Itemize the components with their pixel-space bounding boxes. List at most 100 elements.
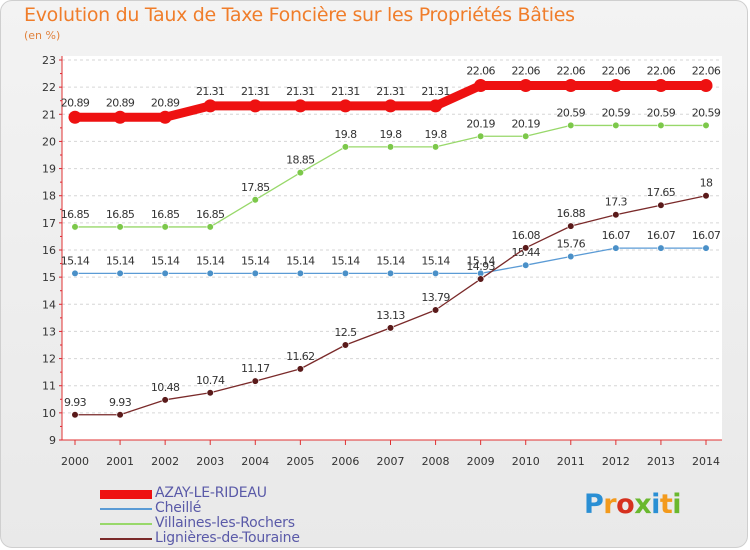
legend-label: AZAY-LE-RIDEAU: [155, 485, 267, 501]
data-point: [338, 99, 352, 113]
data-label: 21.31: [241, 85, 270, 98]
data-label: 22.06: [692, 65, 721, 78]
data-point: [71, 223, 79, 231]
data-point: [699, 79, 713, 93]
data-label: 15.76: [557, 238, 586, 251]
data-label: 21.31: [376, 85, 405, 98]
data-label: 16.85: [61, 208, 90, 221]
data-label: 10.74: [196, 374, 225, 387]
data-point: [522, 261, 530, 269]
data-point: [386, 324, 395, 332]
data-point: [161, 269, 169, 277]
data-label: 15.14: [421, 254, 450, 267]
data-point: [564, 79, 578, 93]
data-point: [474, 79, 488, 93]
data-point: [293, 99, 307, 113]
data-label: 15.14: [466, 254, 495, 267]
data-label: 16.85: [106, 208, 135, 221]
series-azay-le-rideau: 20.89 20.89 20.89 21.31 21.31 21.31 21.31 21.31…: [61, 65, 721, 124]
x-tick-label: 2001: [106, 455, 134, 468]
data-label: 15.14: [106, 254, 135, 267]
data-label: 15.14: [331, 254, 360, 267]
data-point: [296, 365, 304, 373]
data-point: [161, 223, 169, 231]
data-label: 21.31: [331, 85, 360, 98]
x-tick-label: 2007: [377, 455, 405, 468]
data-label: 11.62: [286, 350, 315, 363]
data-point: [657, 201, 665, 209]
y-tick-label: 11: [42, 380, 56, 393]
data-label: 15.44: [511, 246, 540, 259]
data-label: 22.06: [557, 65, 586, 78]
data-label: 18.85: [286, 154, 315, 167]
data-point: [654, 79, 668, 93]
data-label: 17.65: [647, 186, 676, 199]
data-label: 16.85: [151, 208, 180, 221]
data-point: [609, 79, 623, 93]
data-point: [522, 132, 530, 140]
data-point: [248, 99, 262, 113]
data-label: 22.06: [466, 65, 495, 78]
data-label: 20.89: [61, 96, 90, 109]
data-point: [612, 211, 620, 219]
data-point: [206, 223, 214, 231]
y-tick-label: 23: [42, 54, 56, 67]
logo-letter: r: [603, 489, 617, 520]
y-tick-label: 14: [42, 298, 56, 311]
legend-label: Lignières-de-Touraine: [155, 530, 300, 546]
data-point: [251, 196, 259, 204]
data-label: 10.48: [151, 381, 180, 394]
data-label: 21.31: [421, 85, 450, 98]
data-point: [431, 269, 440, 277]
x-tick-label: 2005: [286, 455, 314, 468]
data-label: 13.13: [376, 309, 405, 322]
y-tick-label: 21: [42, 108, 56, 121]
data-point: [386, 269, 395, 277]
y-tick-label: 22: [42, 81, 56, 94]
x-tick-label: 2012: [602, 455, 630, 468]
data-point: [161, 396, 169, 404]
data-label: 9.93: [64, 396, 87, 409]
data-point: [429, 99, 443, 113]
legend-label: Cheillé: [155, 500, 202, 516]
data-label: 20.59: [557, 106, 586, 119]
data-point: [477, 275, 485, 283]
data-point: [612, 121, 620, 130]
y-tick-label: 20: [42, 135, 56, 148]
y-tick-label: 12: [42, 353, 56, 366]
data-point: [203, 99, 217, 113]
data-label: 16.88: [557, 207, 586, 220]
legend-swatch: [100, 508, 152, 510]
data-label: 12.5: [334, 326, 357, 339]
logo-letter: t: [659, 489, 673, 520]
data-point: [116, 223, 124, 231]
x-tick-label: 2014: [692, 455, 720, 468]
data-label: 22.06: [647, 65, 676, 78]
data-label: 16.07: [692, 229, 721, 242]
data-label: 15.14: [376, 254, 405, 267]
data-label: 15.14: [61, 254, 90, 267]
data-label: 22.06: [602, 65, 631, 78]
x-tick-label: 2013: [647, 455, 675, 468]
data-point: [431, 143, 440, 151]
x-tick-label: 2006: [331, 455, 359, 468]
data-label: 19.8: [334, 128, 357, 141]
series-cheill-: 15.14 15.14 15.14 15.14 15.14 15.14 15.14 15.14…: [61, 229, 721, 277]
logo-letter: x: [634, 489, 652, 520]
data-point: [341, 341, 350, 349]
data-point: [477, 132, 485, 140]
data-point: [68, 110, 82, 124]
logo-letter: P: [584, 489, 604, 520]
data-point: [206, 389, 214, 397]
data-label: 14.93: [466, 260, 495, 273]
data-point: [251, 269, 259, 277]
x-tick-label: 2010: [512, 455, 540, 468]
data-point: [158, 110, 172, 124]
data-point: [71, 269, 79, 277]
y-tick-label: 9: [49, 434, 56, 447]
series-villaines-les-rochers: 16.85 16.85 16.85 16.85 17.85 18.85 19.8 19.8 19…: [61, 106, 721, 231]
data-point: [567, 121, 575, 130]
data-point: [113, 110, 127, 124]
data-point: [251, 377, 259, 385]
data-label: 15.14: [151, 254, 180, 267]
